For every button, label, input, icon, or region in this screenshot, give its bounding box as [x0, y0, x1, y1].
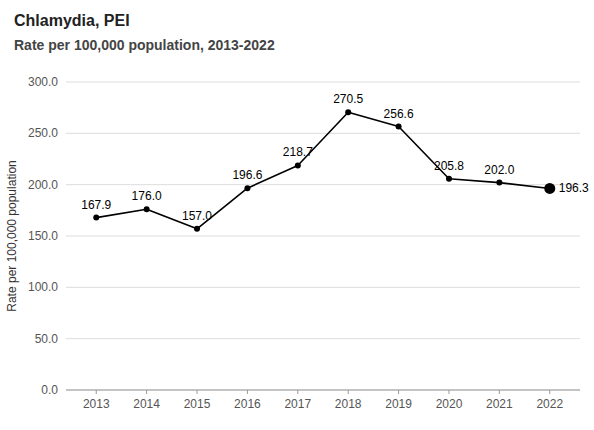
x-tick [499, 390, 500, 394]
point [93, 215, 99, 221]
data-label: 196.3 [559, 181, 589, 195]
grid-line [66, 133, 580, 134]
x-tick [448, 390, 449, 394]
x-tick-label: 2021 [486, 397, 513, 411]
y-tick-label: 100.0 [28, 280, 58, 294]
data-label: 202.0 [484, 163, 514, 177]
y-axis-label: Rate per 100,000 population [5, 160, 19, 311]
data-label: 205.8 [434, 159, 464, 173]
x-tick [247, 390, 248, 394]
data-label: 167.9 [81, 198, 111, 212]
y-tick-label: 50.0 [35, 332, 59, 346]
data-labels: 167.9 176.0 157.0 196.6 218.7 270.5 256.6 205.8… [81, 92, 589, 223]
point [144, 206, 150, 212]
point [244, 185, 250, 191]
title: Chlamydia, PEI [14, 12, 130, 29]
grid-line [66, 236, 580, 237]
data-label: 196.6 [232, 168, 262, 182]
y-tick-label: 300.0 [28, 75, 58, 89]
chart: Chlamydia, PEI Rate per 100,000 populatio… [0, 0, 594, 430]
x-tick-label: 2014 [133, 397, 160, 411]
x-axis-line [66, 390, 580, 391]
grid-line [66, 338, 580, 339]
x-tick [146, 390, 147, 394]
line [96, 112, 550, 229]
point [345, 109, 351, 115]
x-tick [549, 390, 550, 394]
chart-container: Chlamydia, PEI Rate per 100,000 populatio… [0, 0, 594, 430]
point [446, 176, 452, 182]
x-tick-label: 2020 [436, 397, 463, 411]
x-tick-label: 2017 [284, 397, 311, 411]
point [496, 180, 502, 186]
x-tick-label: 2016 [234, 397, 261, 411]
data-label: 218.7 [283, 145, 313, 159]
grid-line [66, 390, 580, 391]
x-tick [96, 390, 97, 394]
x-tick [297, 390, 298, 394]
point [295, 162, 301, 168]
y-tick-label: 150.0 [28, 229, 58, 243]
point [396, 124, 402, 130]
y-tick-label: 200.0 [28, 178, 58, 192]
plot-area [93, 109, 555, 232]
x-tick-label: 2015 [184, 397, 211, 411]
x-tick [197, 390, 198, 394]
y-grid [66, 82, 580, 390]
x-tick [398, 390, 399, 394]
x-tick-label: 2013 [83, 397, 110, 411]
data-label: 270.5 [333, 92, 363, 106]
data-label: 157.0 [182, 209, 212, 223]
subtitle: Rate per 100,000 population, 2013-2022 [14, 37, 275, 53]
x-tick-label: 2018 [335, 397, 362, 411]
grid-line [66, 184, 580, 185]
point [194, 226, 200, 232]
point [544, 183, 555, 194]
grid-line [66, 287, 580, 288]
data-label: 256.6 [384, 107, 414, 121]
y-tick-label: 250.0 [28, 126, 58, 140]
x-tick-label: 2022 [536, 397, 563, 411]
grid-line [66, 82, 580, 83]
data-label: 176.0 [132, 189, 162, 203]
x-tick-label: 2019 [385, 397, 412, 411]
y-tick-label: 0.0 [41, 383, 58, 397]
x-tick [348, 390, 349, 394]
